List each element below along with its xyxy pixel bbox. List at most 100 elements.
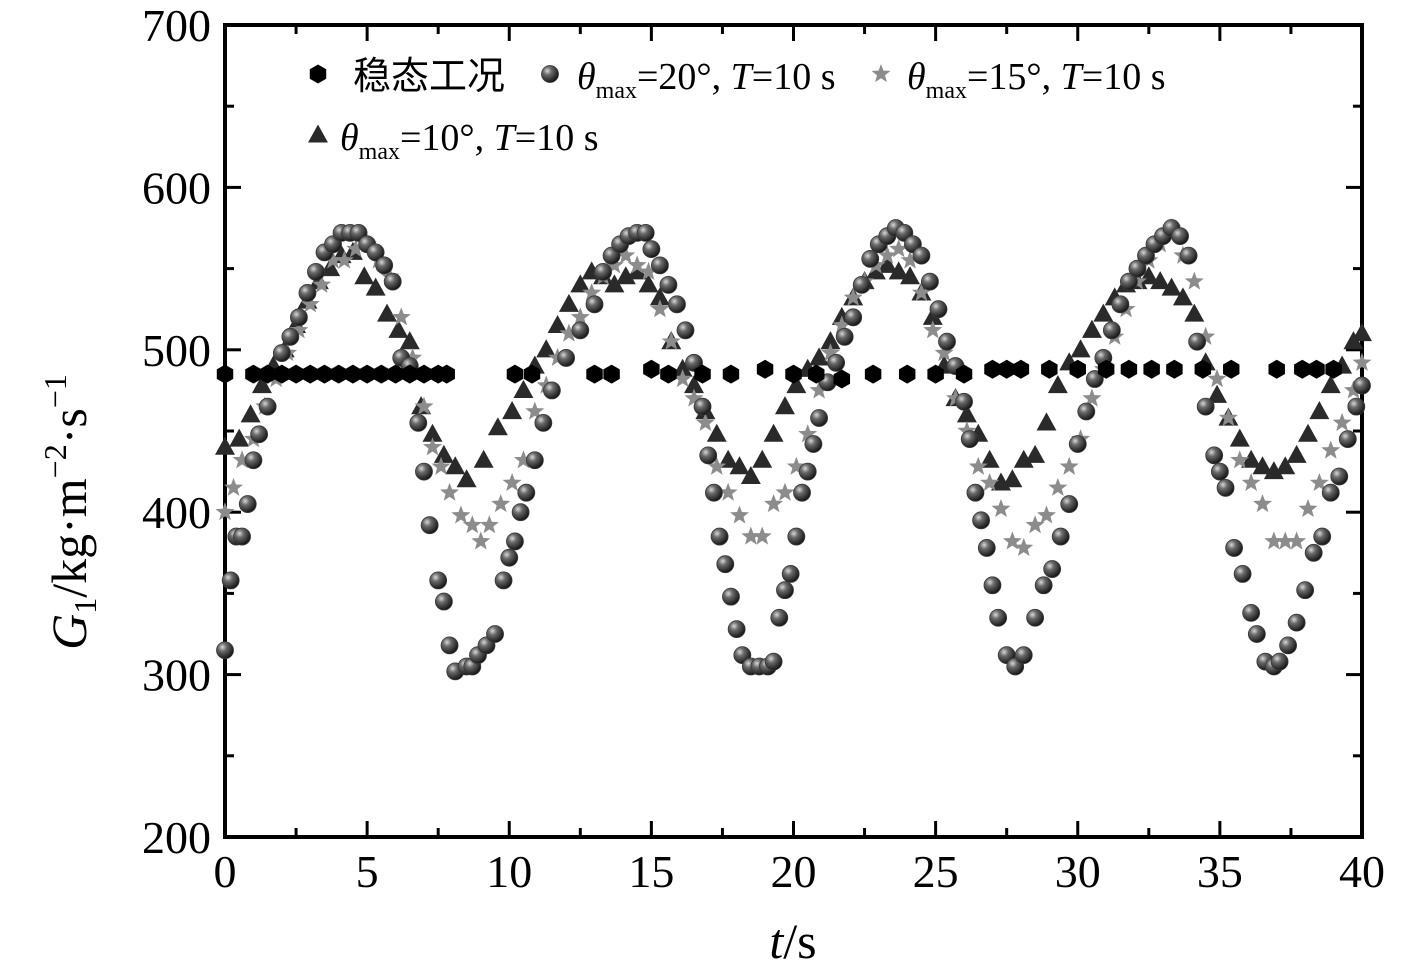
legend-label: θmax=15°, T=10 s: [907, 56, 1166, 104]
y-tick-label: 500: [142, 325, 211, 376]
legend-marker-star: [871, 64, 891, 83]
legend-item: θmax=15°, T=10 s: [871, 56, 1166, 104]
triangle-point: [649, 287, 670, 306]
x-tick-label: 40: [1339, 846, 1385, 897]
triangle-point: [1093, 303, 1114, 322]
y-tick-label: 600: [142, 162, 211, 213]
sphere-point: [383, 272, 402, 291]
star-point: [414, 396, 434, 415]
star-point: [479, 515, 499, 534]
triangle-point: [240, 404, 261, 423]
sphere-point: [668, 295, 686, 314]
triangle-point: [422, 423, 443, 442]
triangle-point: [740, 465, 761, 485]
x-tick-label: 15: [628, 846, 674, 897]
hexagon-point: [1143, 359, 1160, 379]
hexagon-point: [1194, 359, 1212, 379]
sphere-point: [1225, 539, 1243, 557]
triangle-point: [320, 258, 341, 277]
sphere-point: [781, 565, 800, 583]
legend-item: 稳态工况: [309, 56, 505, 98]
x-tick-label: 0: [214, 846, 237, 897]
hexagon-point: [955, 364, 973, 384]
star-point: [775, 482, 795, 501]
sphere-point: [770, 608, 789, 627]
hexagon-point: [1268, 359, 1285, 379]
sphere-point: [705, 483, 723, 502]
triangle-point: [865, 261, 886, 280]
sphere-point: [804, 435, 823, 453]
sphere-point: [233, 527, 251, 546]
star-point: [991, 498, 1011, 518]
triangle-point: [877, 254, 898, 273]
sphere-point: [542, 381, 561, 400]
sphere-point: [1077, 402, 1096, 421]
star-point: [695, 412, 715, 431]
sphere-point: [238, 495, 257, 513]
hexagon-point: [927, 364, 944, 384]
star-point: [300, 294, 320, 313]
star-point: [525, 401, 545, 420]
triangle-point: [820, 331, 841, 350]
triangle-point: [473, 449, 494, 468]
sphere-point: [525, 451, 544, 470]
star-point: [582, 282, 602, 302]
star-point: [820, 343, 840, 362]
triangle-point: [445, 456, 466, 475]
sphere-point: [955, 392, 973, 411]
star-point: [684, 388, 704, 407]
star-point: [1241, 472, 1261, 492]
star-point: [1082, 388, 1102, 407]
triangle-point: [1241, 449, 1262, 468]
sphere-point: [1247, 625, 1266, 643]
legend-label: θmax=20°, T=10 s: [577, 56, 836, 104]
sphere-point: [494, 571, 513, 590]
star-point: [934, 343, 954, 362]
x-tick-label: 30: [1055, 846, 1101, 897]
sphere-point: [1270, 652, 1289, 671]
sphere-point: [420, 516, 439, 535]
star-point: [923, 320, 943, 339]
sphere-point: [1026, 608, 1045, 627]
hexagon-point: [898, 364, 916, 384]
hexagon-point: [523, 364, 541, 384]
star-point: [877, 245, 897, 264]
star-point: [968, 456, 988, 475]
y-tick-label: 400: [142, 487, 211, 538]
triangle-point: [215, 436, 235, 455]
sphere-point: [258, 397, 277, 416]
triangle-point: [513, 379, 534, 398]
sphere-point: [1111, 295, 1130, 314]
hexagon-point: [1294, 359, 1311, 379]
star-point: [1321, 440, 1341, 459]
star-point: [786, 456, 806, 475]
sphere-point: [659, 275, 678, 294]
sphere-point: [1313, 527, 1332, 546]
star-point: [604, 255, 624, 274]
star-point: [559, 323, 579, 342]
data-series: [215, 218, 1372, 681]
triangle-point: [502, 401, 523, 420]
sphere-point: [1296, 581, 1315, 600]
triangle-point: [1002, 469, 1023, 488]
series-1: [216, 219, 1371, 681]
triangle-point: [1047, 375, 1068, 394]
sphere-point: [375, 256, 394, 275]
triangle-point: [377, 303, 397, 322]
y-tick-label: 700: [142, 0, 211, 51]
sphere-point: [810, 409, 828, 427]
y-tick-label: 200: [142, 812, 211, 863]
star-point: [1014, 537, 1034, 557]
star-point: [911, 282, 931, 302]
sphere-point: [710, 527, 729, 546]
sphere-point: [921, 272, 939, 291]
hexagon-point: [373, 364, 390, 384]
sphere-point: [1060, 495, 1079, 513]
star-point: [980, 472, 1000, 492]
sphere-point: [1120, 272, 1138, 291]
star-point: [1218, 408, 1238, 427]
star-point: [215, 502, 235, 521]
sphere-point: [1188, 332, 1207, 351]
